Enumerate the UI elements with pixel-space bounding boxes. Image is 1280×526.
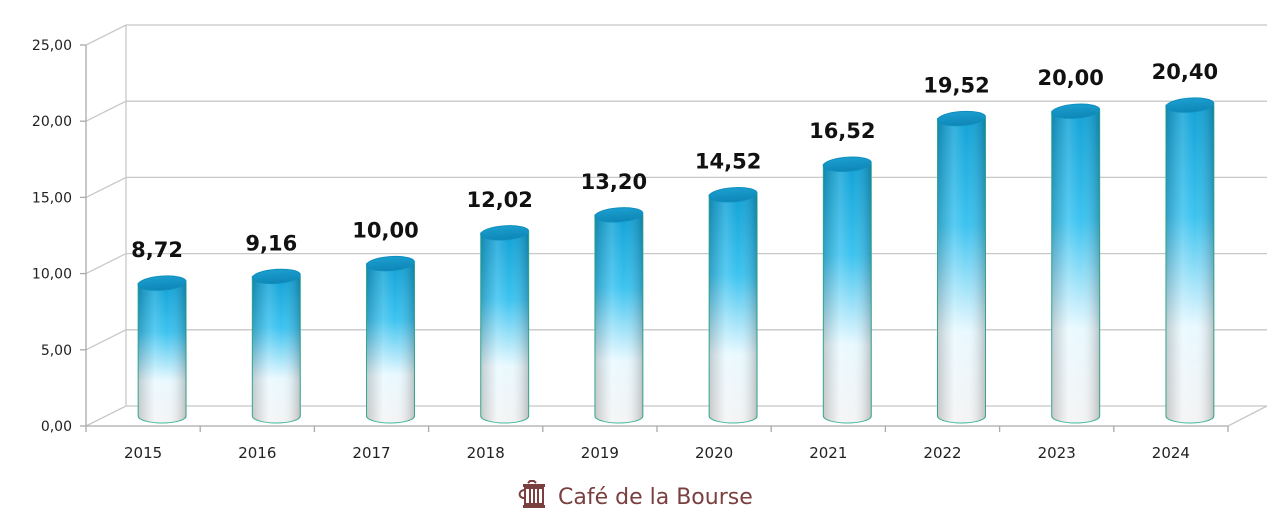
y-tick-label: 25,00 [32, 38, 72, 54]
brand-name: Café de la Bourse [558, 485, 753, 510]
x-tick-label: 2018 [467, 444, 505, 462]
data-label: 20,40 [1152, 60, 1218, 84]
y-tick-label: 0,00 [41, 419, 72, 435]
bar-2016 [251, 268, 301, 424]
y-tick-label: 5,00 [41, 343, 72, 359]
data-label: 9,16 [245, 231, 297, 255]
bar-2017 [366, 255, 415, 424]
y-tick-label: 10,00 [32, 267, 72, 283]
bar-2019 [594, 207, 644, 424]
data-label: 8,72 [131, 238, 183, 262]
data-label: 20,00 [1037, 66, 1103, 90]
data-label: 12,02 [466, 188, 532, 212]
gridline [85, 24, 1267, 46]
data-label: 14,52 [695, 150, 761, 174]
bar-2024 [1165, 97, 1215, 424]
bars [137, 97, 1215, 424]
x-tick-label: 2021 [809, 444, 847, 462]
bar-chart: 0,00 5,00 10,00 15,00 20,00 25,00 2015 2016 2017… [32, 24, 1268, 462]
x-tick-label: 2019 [581, 444, 619, 462]
bar-2020 [708, 187, 758, 424]
bar-2023 [1051, 103, 1101, 424]
y-tick-label: 20,00 [32, 114, 72, 130]
bar-2022 [937, 110, 986, 424]
brand-logo: Café de la Bourse [516, 480, 753, 515]
data-label: 10,00 [352, 219, 418, 243]
data-label: 19,52 [923, 74, 989, 98]
bar-2018 [480, 225, 530, 424]
bar-2021 [822, 156, 872, 424]
gridlines [85, 24, 1268, 427]
data-labels: 8,72 9,16 10,00 12,02 13,20 14,52 16,52 19,52 20… [131, 60, 1218, 262]
x-tick-label: 2022 [923, 444, 961, 462]
coffee-cup-icon [516, 480, 550, 515]
bar-2015 [137, 275, 187, 424]
x-tick-label: 2017 [352, 444, 390, 462]
x-tick-label: 2016 [238, 444, 276, 462]
x-tick-label: 2023 [1038, 444, 1076, 462]
data-label: 16,52 [809, 119, 875, 143]
y-tick-label: 15,00 [32, 190, 72, 206]
data-label: 13,20 [581, 170, 647, 194]
x-tick-label: 2020 [695, 444, 733, 462]
axes: 0,00 5,00 10,00 15,00 20,00 25,00 2015 2016 2017… [32, 38, 1229, 462]
x-tick-label: 2015 [124, 444, 162, 462]
x-tick-label: 2024 [1152, 444, 1190, 462]
